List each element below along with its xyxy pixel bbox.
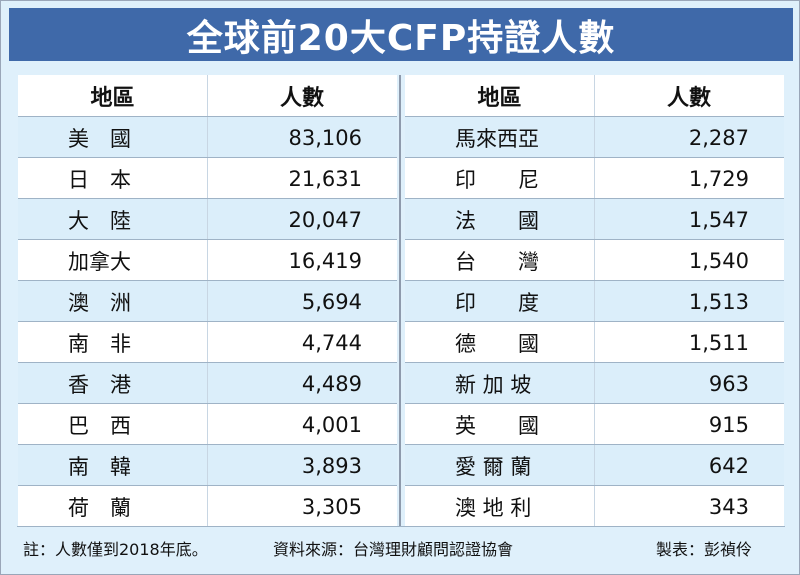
column-header-count: 人數 <box>594 75 783 116</box>
column-header-region: 地區 <box>477 85 522 111</box>
region-cell: 日 本 <box>68 167 131 192</box>
table-header-row: 地區 人數 <box>18 75 397 116</box>
title-bar: 全球前20大CFP持證人數 <box>9 8 793 61</box>
count-cell: 5,694 <box>207 281 396 322</box>
table-row: 新 加 坡 963 <box>405 362 784 404</box>
count-cell: 343 <box>594 486 783 527</box>
count-cell: 16,419 <box>207 240 396 281</box>
count-cell: 3,305 <box>207 486 396 527</box>
footer-source: 資料來源：台灣理財顧問認證協會 <box>273 540 514 559</box>
footer: 註：人數僅到2018年底。 資料來源：台灣理財顧問認證協會 製表：彭禎伶 <box>1 528 800 568</box>
table-row: 印 尼 1,729 <box>405 157 784 199</box>
table-row: 美 國 83,106 <box>18 116 397 158</box>
table-left-half: 地區 人數美 國 83,106 日 本 21,631 大 陸 20,047 加拿大 16,419… <box>18 75 397 527</box>
table-row: 德 國 1,511 <box>405 321 784 363</box>
count-cell: 963 <box>594 363 783 404</box>
table-row: 馬來西亞 2,287 <box>405 116 784 158</box>
region-cell: 巴 西 <box>68 413 131 438</box>
count-cell: 4,489 <box>207 363 396 404</box>
region-cell: 馬來西亞 <box>455 126 539 151</box>
region-cell: 荷 蘭 <box>68 495 131 520</box>
table-row: 日 本 21,631 <box>18 157 397 199</box>
footer-note: 註：人數僅到2018年底。 <box>23 540 208 559</box>
count-cell: 4,001 <box>207 404 396 445</box>
table-row: 印 度 1,513 <box>405 280 784 322</box>
table-row: 香 港 4,489 <box>18 362 397 404</box>
count-cell: 1,540 <box>594 240 783 281</box>
region-cell: 大 陸 <box>68 208 131 233</box>
table-bottom-rule <box>17 526 785 527</box>
table-row: 愛 爾 蘭 642 <box>405 444 784 486</box>
region-cell: 愛 爾 蘭 <box>455 454 532 479</box>
table-row: 法 國 1,547 <box>405 198 784 240</box>
region-cell: 澳 洲 <box>68 290 131 315</box>
count-cell: 2,287 <box>594 117 783 158</box>
count-cell: 1,513 <box>594 281 783 322</box>
footer-credit: 製表：彭禎伶 <box>656 540 753 559</box>
region-cell: 德 國 <box>455 331 539 356</box>
count-cell: 21,631 <box>207 158 396 199</box>
table-row: 南 非 4,744 <box>18 321 397 363</box>
count-cell: 1,547 <box>594 199 783 240</box>
column-header-region: 地區 <box>90 85 135 111</box>
region-cell: 法 國 <box>455 208 539 233</box>
region-cell: 美 國 <box>68 126 131 151</box>
count-cell: 4,744 <box>207 322 396 363</box>
region-cell: 台 灣 <box>455 249 539 274</box>
table-divider <box>399 75 401 526</box>
table-row: 英 國 915 <box>405 403 784 445</box>
count-cell: 915 <box>594 404 783 445</box>
table-row: 台 灣 1,540 <box>405 239 784 281</box>
page-title: 全球前20大CFP持證人數 <box>186 17 616 59</box>
table-row: 加拿大 16,419 <box>18 239 397 281</box>
count-cell: 1,511 <box>594 322 783 363</box>
region-cell: 印 度 <box>455 290 539 315</box>
region-cell: 印 尼 <box>455 167 539 192</box>
region-cell: 南 韓 <box>68 454 131 479</box>
count-cell: 20,047 <box>207 199 396 240</box>
table-row: 巴 西 4,001 <box>18 403 397 445</box>
table-row: 南 韓 3,893 <box>18 444 397 486</box>
table-row: 澳 地 利 343 <box>405 485 784 527</box>
table-row: 荷 蘭 3,305 <box>18 485 397 527</box>
column-header-count: 人數 <box>207 75 396 116</box>
region-cell: 英 國 <box>455 413 539 438</box>
table-row: 大 陸 20,047 <box>18 198 397 240</box>
table-right-half: 地區 人數 馬來西亞 2,287 印 尼 1,729 法 國 1,547 台 灣 1,540 印 度… <box>405 75 784 527</box>
count-cell: 83,106 <box>207 117 396 158</box>
region-cell: 南 非 <box>68 331 131 356</box>
cfp-table: 地區 人數美 國 83,106 日 本 21,631 大 陸 20,047 加拿大 16,419… <box>18 75 784 527</box>
count-cell: 1,729 <box>594 158 783 199</box>
region-cell: 香 港 <box>68 372 131 397</box>
table-row: 澳 洲 5,694 <box>18 280 397 322</box>
region-cell: 新 加 坡 <box>455 372 532 397</box>
count-cell: 3,893 <box>207 445 396 486</box>
table-header-row: 地區 人數 <box>405 75 784 116</box>
region-cell: 澳 地 利 <box>455 495 532 520</box>
region-cell: 加拿大 <box>68 249 131 274</box>
count-cell: 642 <box>594 445 783 486</box>
